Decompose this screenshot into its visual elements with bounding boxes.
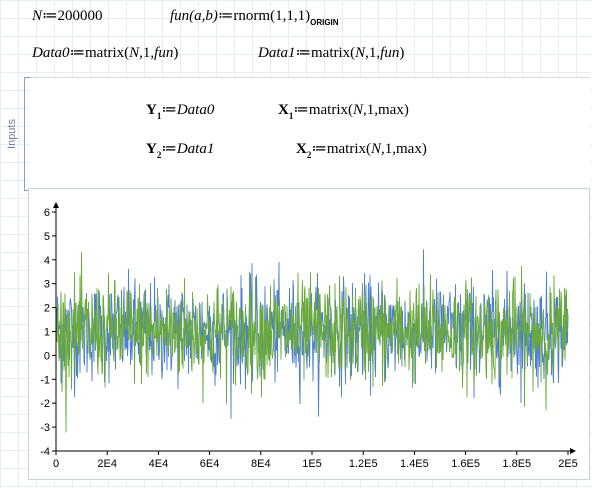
x-tick-label: 1.6E5 (451, 458, 480, 470)
origin-subscript: ORIGIN (310, 18, 339, 27)
xy-plot-region[interactable]: 0 2E4 4E4 6E4 8E4 1E5 1.2E5 1.4E5 1.6E5 1.8E5 2E5 -… (28, 188, 590, 480)
matrix-function: matrix (85, 45, 125, 61)
y2-subscript: 2 (156, 150, 162, 160)
x-tick-label: 4E4 (149, 458, 169, 470)
x-tick-label: 1.2E5 (349, 458, 378, 470)
arg-n: N (353, 102, 364, 118)
arg-fun: fun (380, 45, 400, 61)
plot-tick-labels: 0 2E4 4E4 6E4 8E4 1E5 1.2E5 1.4E5 1.6E5 1.8E5 2E5 -… (40, 207, 578, 470)
assign-operator: ≔ (311, 141, 327, 157)
paren-open: ( (350, 45, 356, 61)
y-tick-label: 2 (44, 303, 50, 315)
y-tick-label: -4 (40, 446, 50, 458)
paren-open: ( (366, 141, 371, 157)
x-tick-label: 2E4 (97, 458, 117, 470)
assign-operator: ≔ (42, 8, 58, 24)
data1-variable: Data1 (258, 45, 296, 61)
y-tick-label: -2 (40, 398, 50, 410)
x1-subscript: 1 (288, 111, 294, 121)
x2-subscript: 2 (306, 150, 312, 160)
y2-variable: Y (146, 141, 157, 157)
n-variable: N (32, 8, 43, 24)
paren-open: ( (348, 102, 353, 118)
x1-definition[interactable]: X1≔matrix(N,1,max) (278, 101, 409, 125)
arg-n: N (371, 141, 382, 157)
fun-params: (a,b) (189, 8, 218, 24)
matrix-function: matrix (326, 141, 366, 157)
data0-variable: Data0 (32, 45, 70, 61)
y-tick-label: -1 (40, 374, 50, 386)
x2-args-rest: ,1,max) (381, 141, 427, 157)
arg-n: N (129, 45, 140, 61)
fun-name: fun (170, 8, 190, 24)
x-tick-label: 6E4 (200, 458, 220, 470)
y-axis-arrow (53, 202, 59, 208)
arg-fun: fun (154, 45, 174, 61)
x2-variable: X (296, 141, 307, 157)
x1-args-rest: ,1,max) (363, 102, 409, 118)
plot-axes (53, 202, 576, 454)
assign-operator: ≔ (161, 102, 177, 118)
y-tick-label: 4 (44, 255, 50, 267)
x-tick-label: 1.4E5 (400, 458, 429, 470)
x-tick-label: 2E5 (558, 458, 578, 470)
assign-operator: ≔ (69, 45, 86, 61)
x-tick-label: 1.8E5 (502, 458, 531, 470)
y2-value: Data1 (176, 141, 215, 157)
series-2-trace (55, 252, 569, 433)
arg-mid: ,1, (139, 45, 155, 61)
data0-definition[interactable]: Data0≔matrix(N,1,fun) (32, 44, 178, 62)
x-axis-arrow (570, 448, 576, 454)
inputs-area (30, 77, 590, 191)
x-tick-label: 8E4 (251, 458, 271, 470)
inputs-area-bracket[interactable] (24, 77, 31, 191)
y-tick-label: 0 (44, 350, 50, 362)
x-tick-label: 1E5 (302, 458, 322, 470)
y-tick-label: -3 (40, 422, 50, 434)
plot-series-layer (55, 249, 569, 433)
y1-subscript: 1 (156, 111, 162, 121)
y2-definition[interactable]: Y2≔Data1 (146, 140, 214, 164)
matrix-function: matrix (311, 45, 351, 61)
inputs-area-label[interactable]: Inputs (6, 119, 18, 149)
matrix-function: matrix (308, 102, 348, 118)
y-tick-label: 3 (44, 279, 50, 291)
y1-definition[interactable]: Y1≔Data0 (146, 101, 214, 125)
y-tick-label: 5 (44, 231, 50, 243)
assign-operator: ≔ (293, 102, 309, 118)
x2-definition[interactable]: X2≔matrix(N,1,max) (296, 140, 427, 164)
data1-definition[interactable]: Data1≔matrix(N,1,fun) (258, 44, 404, 62)
y-tick-label: 1 (44, 327, 50, 339)
arg-mid: ,1, (365, 45, 381, 61)
rnorm-args: (1,1,1) (270, 8, 311, 24)
y1-value: Data0 (176, 102, 215, 118)
paren-open: ( (124, 45, 130, 61)
x-tick-label: 0 (53, 458, 59, 470)
x1-variable: X (278, 102, 289, 118)
rnorm-function: rnorm (233, 8, 271, 24)
paren-close: ) (173, 45, 179, 61)
arg-n: N (355, 45, 366, 61)
y-tick-label: 6 (44, 207, 50, 219)
n-value: 200000 (57, 8, 103, 24)
paren-close: ) (399, 45, 405, 61)
assign-operator: ≔ (295, 45, 312, 61)
n-definition[interactable]: N≔200000 (32, 7, 103, 25)
fun-definition[interactable]: fun(a,b)≔rnorm(1,1,1)ORIGIN (170, 7, 339, 32)
assign-operator: ≔ (217, 8, 234, 24)
xy-plot[interactable]: 0 2E4 4E4 6E4 8E4 1E5 1.2E5 1.4E5 1.6E5 1.8E5 2E5 -… (29, 189, 589, 479)
y1-variable: Y (146, 102, 157, 118)
assign-operator: ≔ (161, 141, 177, 157)
